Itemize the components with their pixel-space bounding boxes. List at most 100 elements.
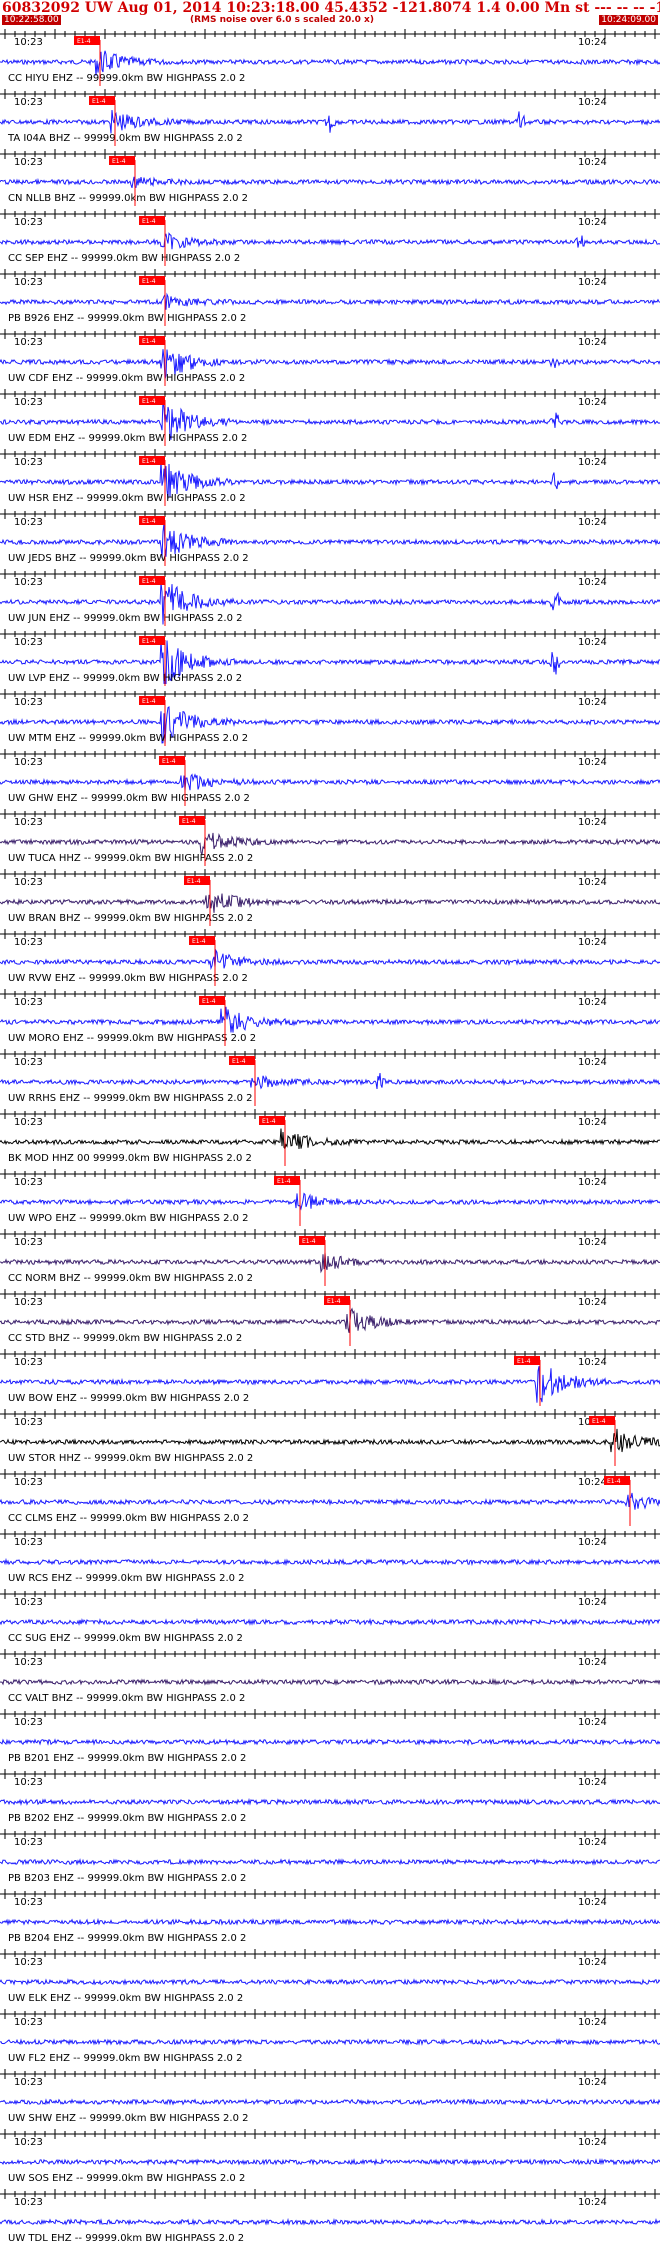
event-header: 60832092 UW Aug 01, 2014 10:23:18.00 45.… xyxy=(0,0,660,26)
pick-label: E1-4 xyxy=(202,998,216,1005)
waveform xyxy=(0,948,660,971)
tick-label-left: 10:23 xyxy=(14,337,43,348)
pick-marker xyxy=(259,1116,285,1125)
tick-label-right: 10:24 xyxy=(578,1777,607,1788)
tick-label-left: 10:23 xyxy=(14,1897,43,1908)
station-label: CC HIYU EHZ -- 99999.0km BW HIGHPASS 2.0… xyxy=(8,73,245,84)
station-label: CC CLMS EHZ -- 99999.0km BW HIGHPASS 2.0… xyxy=(8,1513,249,1524)
pick-marker xyxy=(74,36,100,45)
station-panel: 10:23 10:24 UW TDL EHZ -- 99999.0km BW HIG… xyxy=(0,2189,660,2244)
station-label: UW GHW EHZ -- 99999.0km BW HIGHPASS 2.0 … xyxy=(8,793,250,804)
tick-label-right: 10:24 xyxy=(578,397,607,408)
tick-label-left: 10:23 xyxy=(14,757,43,768)
pick-label: E1-4 xyxy=(592,1418,606,1425)
waveform xyxy=(0,1366,660,1403)
tick-label-left: 10:23 xyxy=(14,157,43,168)
station-label: CN NLLB BHZ -- 99999.0km BW HIGHPASS 2.0… xyxy=(8,193,248,204)
tick-label-right: 10:24 xyxy=(578,1297,607,1308)
tick-label-left: 10:23 xyxy=(14,1597,43,1608)
waveform xyxy=(0,1557,660,1567)
station-panel: 10:23 10:24 UW MTM EHZ -- 99999.0km BW HIG… xyxy=(0,689,660,746)
station-panel: 10:23 10:24 CC HIYU EHZ -- 99999.0km BW HI… xyxy=(0,29,660,86)
station-panel: 10:23 10:24 UW CDF EHZ -- 99999.0km BW HIG… xyxy=(0,329,660,386)
station-panel: 10:23 10:24 UW LVP EHZ -- 99999.0km BW HIG… xyxy=(0,629,660,686)
station-label: UW TDL EHZ -- 99999.0km BW HIGHPASS 2.0 … xyxy=(8,2233,244,2244)
pick-marker xyxy=(89,96,115,105)
pick-label: E1-4 xyxy=(262,1118,276,1125)
waveform xyxy=(0,832,660,856)
station-panel: 10:23 10:24 PB B926 EHZ -- 99999.0km BW HI… xyxy=(0,269,660,326)
tick-label-right: 10:24 xyxy=(578,1117,607,1128)
tick-label-left: 10:23 xyxy=(14,1057,43,1068)
pick-label: E1-4 xyxy=(142,698,156,705)
station-panel: 10:23 10:24 UW EDM EHZ -- 99999.0km BW HIG… xyxy=(0,389,660,446)
tick-label-left: 10:23 xyxy=(14,1117,43,1128)
pick-marker xyxy=(199,996,225,1005)
station-panel: 10:23 10:24 UW SHW EHZ -- 99999.0km BW HIG… xyxy=(0,2069,660,2124)
tick-label-right: 10:24 xyxy=(578,1537,607,1548)
station-panel: 10:23 10:24 CC SUG EHZ -- 99999.0km BW HIG… xyxy=(0,1589,660,1644)
pick-label: E1-4 xyxy=(92,98,106,105)
station-panel: 10:23 10:24 UW BOW EHZ -- 99999.0km BW HIG… xyxy=(0,1349,660,1406)
waveform xyxy=(0,773,660,791)
tick-label-left: 10:23 xyxy=(14,1777,43,1788)
pick-label: E1-4 xyxy=(232,1058,246,1065)
station-label: CC SUG EHZ -- 99999.0km BW HIGHPASS 2.0 … xyxy=(8,1633,243,1644)
pick-marker xyxy=(229,1056,255,1065)
station-label: CC VALT BHZ -- 99999.0km BW HIGHPASS 2.0… xyxy=(8,1693,245,1704)
station-label: UW ELK EHZ -- 99999.0km BW HIGHPASS 2.0 … xyxy=(8,1993,243,2004)
tick-label-right: 10:24 xyxy=(578,697,607,708)
station-label: PB B201 EHZ -- 99999.0km BW HIGHPASS 2.0… xyxy=(8,1753,246,1764)
station-label: PB B202 EHZ -- 99999.0km BW HIGHPASS 2.0… xyxy=(8,1813,246,1824)
tick-label-left: 10:23 xyxy=(14,1417,43,1428)
tick-label-left: 10:23 xyxy=(14,457,43,468)
tick-label-right: 10:24 xyxy=(578,457,607,468)
station-label: UW RRHS EHZ -- 99999.0km BW HIGHPASS 2.0… xyxy=(8,1093,253,1104)
waveform xyxy=(0,706,660,745)
pick-label: E1-4 xyxy=(182,818,196,825)
tick-label-right: 10:24 xyxy=(578,937,607,948)
tick-label-right: 10:24 xyxy=(578,877,607,888)
tick-label-right: 10:24 xyxy=(578,517,607,528)
waveform xyxy=(0,1978,660,1986)
pick-label: E1-4 xyxy=(607,1478,621,1485)
waveform xyxy=(0,1617,660,1627)
tick-label-right: 10:24 xyxy=(578,1957,607,1968)
station-panel: 10:23 10:24 CC SEP EHZ -- 99999.0km BW HIG… xyxy=(0,209,660,266)
tick-label-right: 10:24 xyxy=(578,577,607,588)
pick-label: E1-4 xyxy=(302,1238,316,1245)
station-panel: 10:23 10:24 PB B203 EHZ -- 99999.0km BW HI… xyxy=(0,1829,660,1884)
tick-label-right: 10:24 xyxy=(578,1237,607,1248)
pick-marker xyxy=(139,516,165,525)
tick-label-left: 10:23 xyxy=(14,397,43,408)
station-panel: 10:23 10:24 PB B202 EHZ -- 99999.0km BW HI… xyxy=(0,1769,660,1824)
waveform xyxy=(0,398,660,440)
waveform xyxy=(0,893,660,913)
pick-marker xyxy=(139,696,165,705)
tick-label-right: 10:24 xyxy=(578,637,607,648)
pick-label: E1-4 xyxy=(192,938,206,945)
tick-label-left: 10:23 xyxy=(14,2137,43,2148)
tick-label-right: 10:24 xyxy=(578,2137,607,2148)
tick-label-left: 10:23 xyxy=(14,1297,43,1308)
tick-label-left: 10:23 xyxy=(14,937,43,948)
tick-label-left: 10:23 xyxy=(14,1657,43,1668)
pick-label: E1-4 xyxy=(162,758,176,765)
tick-label-right: 10:24 xyxy=(578,997,607,1008)
waveform xyxy=(0,640,660,685)
station-label: BK MOD HHZ 00 99999.0km BW HIGHPASS 2.0 … xyxy=(8,1153,252,1164)
waveform xyxy=(0,109,660,134)
tick-label-left: 10:23 xyxy=(14,1477,43,1488)
tick-label-left: 10:23 xyxy=(14,1357,43,1368)
station-panel: 10:23 10:24 UW FL2 EHZ -- 99999.0km BW HIG… xyxy=(0,2009,660,2064)
station-panel: 10:23 10:24 UW RRHS EHZ -- 99999.0km BW HI… xyxy=(0,1049,660,1106)
station-label: PB B926 EHZ -- 99999.0km BW HIGHPASS 2.0… xyxy=(8,313,246,324)
pick-label: E1-4 xyxy=(327,1298,341,1305)
waveform xyxy=(0,2217,660,2227)
waveform xyxy=(0,1677,660,1687)
pick-marker xyxy=(139,456,165,465)
station-panel: 10:23 10:24 UW ELK EHZ -- 99999.0km BW HIG… xyxy=(0,1949,660,2004)
station-label: UW LVP EHZ -- 99999.0km BW HIGHPASS 2.0 … xyxy=(8,673,242,684)
station-label: UW BOW EHZ -- 99999.0km BW HIGHPASS 2.0 … xyxy=(8,1393,249,1404)
